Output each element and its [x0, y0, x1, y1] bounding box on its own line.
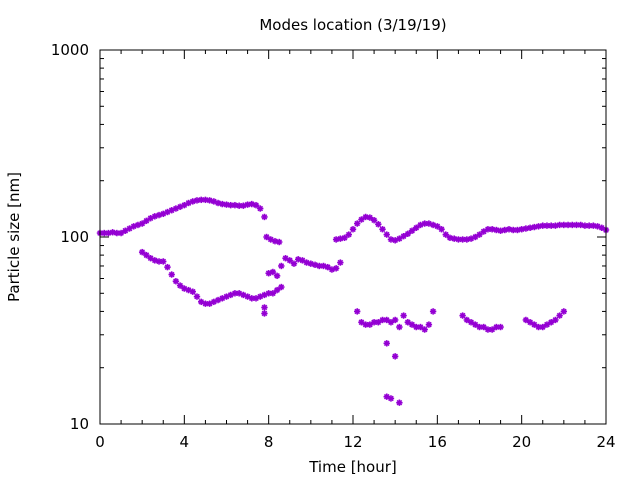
y-tick-label: 100 — [60, 228, 89, 246]
data-point — [345, 231, 352, 238]
y-axis-label: Particle size [nm] — [5, 172, 23, 302]
data-point — [497, 323, 504, 331]
data-point — [404, 230, 412, 238]
data-point — [278, 262, 285, 270]
data-point — [354, 220, 361, 227]
data-point — [370, 319, 378, 326]
data-point — [265, 270, 272, 277]
data-point — [391, 353, 399, 360]
chart-title: Modes location (3/19/19) — [259, 16, 446, 34]
data-point — [198, 196, 205, 204]
data-point — [143, 251, 150, 259]
data-point — [354, 308, 361, 315]
data-point — [337, 259, 344, 266]
data-point — [261, 291, 268, 299]
data-point — [227, 201, 234, 209]
data-point — [400, 312, 407, 319]
data-point — [408, 227, 416, 234]
data-point — [383, 393, 390, 400]
data-point — [332, 265, 340, 272]
data-point — [581, 222, 589, 229]
x-tick-label: 24 — [596, 433, 615, 451]
data-point — [263, 233, 270, 241]
data-point — [438, 226, 445, 233]
data-point — [316, 262, 323, 270]
x-tick-label: 0 — [95, 433, 105, 451]
plot-frame — [99, 49, 607, 425]
x-tick-label: 8 — [264, 433, 274, 451]
x-axis-label: Time [hour] — [308, 458, 397, 476]
data-point — [269, 268, 277, 276]
data-point — [434, 223, 441, 230]
data-point — [493, 323, 500, 331]
x-tick-label: 20 — [512, 433, 531, 451]
y-tick-label: 1000 — [51, 41, 89, 59]
data-point — [176, 282, 184, 289]
data-point — [391, 316, 399, 324]
data-point — [168, 271, 175, 278]
data-point — [276, 238, 283, 246]
data-point — [248, 295, 255, 302]
data-point — [480, 323, 487, 331]
data-point — [429, 308, 437, 315]
data-point — [278, 283, 285, 291]
data-point — [383, 231, 390, 238]
data-point — [400, 232, 407, 240]
data-point — [396, 235, 403, 242]
data-point — [261, 213, 268, 221]
data-point — [337, 235, 344, 242]
data-point — [547, 222, 555, 229]
data-point — [189, 288, 196, 295]
data-point — [290, 260, 298, 267]
data-point — [421, 326, 428, 333]
data-point — [459, 312, 466, 319]
data-point — [383, 340, 390, 347]
data-point — [160, 258, 167, 265]
data-point — [413, 224, 420, 231]
data-point — [488, 326, 496, 333]
data-point — [387, 395, 395, 402]
data-point — [560, 308, 568, 315]
data-point — [497, 227, 504, 234]
data-point — [202, 196, 209, 204]
data-point — [417, 323, 424, 331]
data-point — [164, 263, 171, 271]
x-tick-label: 12 — [343, 433, 362, 451]
data-point — [143, 217, 150, 225]
data-point — [442, 231, 449, 238]
data-point — [396, 399, 403, 406]
data-point — [358, 216, 365, 223]
data-point — [265, 290, 272, 297]
data-point — [362, 321, 369, 328]
y-tick-label: 10 — [70, 415, 89, 433]
data-point — [138, 248, 146, 256]
data-point — [273, 272, 281, 280]
x-tick-label: 4 — [180, 433, 190, 451]
data-point — [193, 293, 201, 300]
axis-ticks: 0 4 8 12 16 20 24 10 100 1000 — [51, 41, 616, 451]
data-point — [370, 216, 378, 224]
data-point — [261, 310, 268, 317]
data-point — [556, 312, 563, 319]
data-point — [252, 201, 260, 209]
x-tick-label: 16 — [428, 433, 447, 451]
data-point — [349, 226, 357, 233]
data-point — [366, 214, 374, 221]
data-point — [375, 221, 382, 228]
data-point — [467, 319, 475, 326]
data-point — [138, 220, 146, 227]
data-point — [396, 323, 403, 331]
data-point — [552, 316, 559, 324]
data-point — [425, 321, 433, 328]
data-point — [172, 278, 180, 285]
data-point — [273, 286, 281, 294]
data-point — [261, 304, 268, 311]
data-point — [379, 226, 386, 233]
data-points — [96, 196, 610, 406]
data-point — [257, 205, 264, 212]
